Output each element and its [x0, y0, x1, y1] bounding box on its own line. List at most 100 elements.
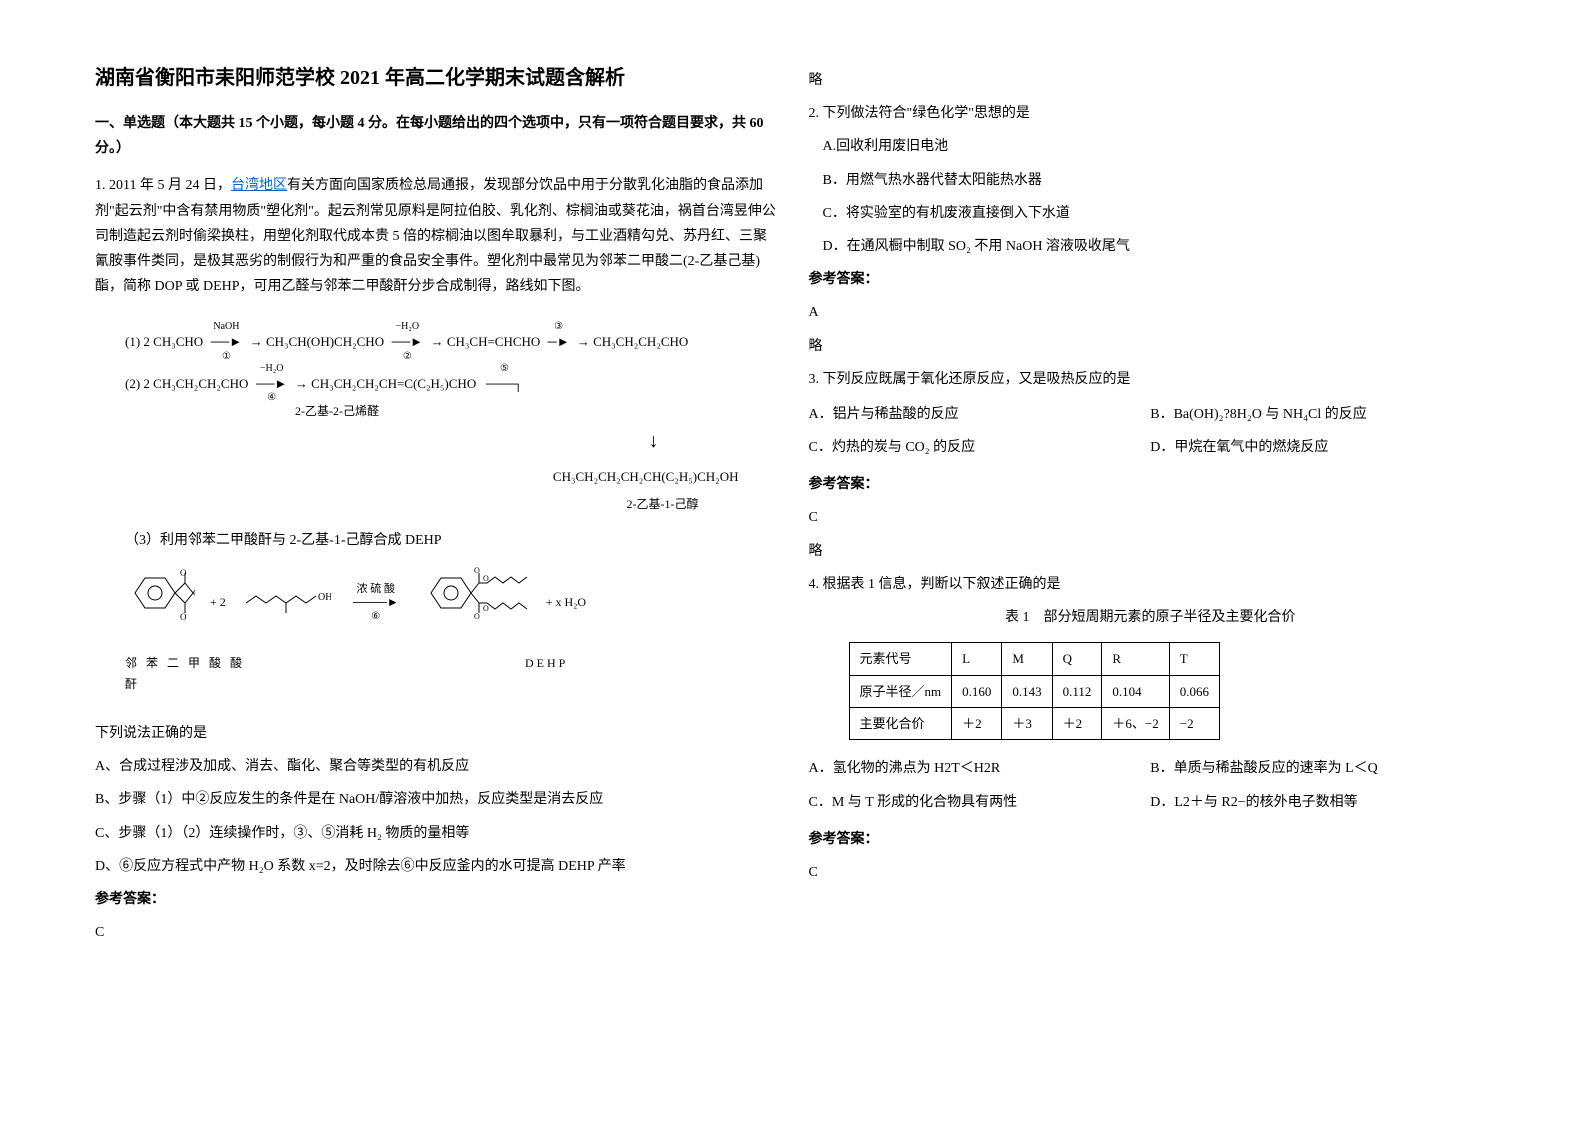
question-3: 3. 下列反应既属于氧化还原反应，又是吸热反应的是 A．铝片与稀盐酸的反应 B．…	[809, 367, 1493, 564]
q4-option-a: A．氢化物的沸点为 H2T＜H2R	[809, 756, 1151, 781]
q1-link[interactable]: 台湾地区	[231, 178, 287, 193]
benzene-anhydride-icon: O O O	[125, 568, 195, 638]
r3-condnum: ⑥	[346, 608, 406, 626]
q2-answer: A	[809, 300, 1493, 325]
q2-note: 略	[809, 334, 1493, 359]
svg-text:O: O	[483, 604, 489, 613]
svg-text:OH: OH	[318, 592, 331, 603]
svg-text:O: O	[474, 566, 480, 575]
r1-c2: −H₂O	[387, 318, 427, 336]
table-cell: 0.160	[952, 675, 1002, 707]
q2-answer-label: 参考答案：	[809, 267, 1493, 292]
table-cell: R	[1102, 643, 1169, 675]
table-cell: Q	[1052, 643, 1102, 675]
q1-answer: C	[95, 920, 779, 945]
reaction-3-structures: O O O + 2 OH 浓 硫 酸 ────► ⑥	[95, 563, 779, 643]
r1-label: (1) 2 CH₃CHO	[125, 334, 203, 349]
question-2: 2. 下列做法符合"绿色化学"思想的是 A.回收利用废旧电池 B．用燃气热水器代…	[809, 101, 1493, 359]
table-cell: 主要化合价	[849, 707, 952, 739]
q2-option-b: B．用燃气热水器代替太阳能热水器	[809, 168, 1493, 193]
left-column: 湖南省衡阳市耒阳师范学校 2021 年高二化学期末试题含解析 一、单选题（本大题…	[80, 60, 794, 1062]
r2-c1b: ④	[252, 389, 292, 407]
alcohol-chain-icon: OH	[241, 588, 331, 618]
r2-label: (2) 2 CH₃CH₂CH₂CHO	[125, 376, 248, 391]
arrow-down-icon: ↓	[95, 423, 779, 459]
r1-p3: → CH₃CH₂CH₂CHO	[577, 334, 688, 349]
q4-option-d: D．L2＋与 R2−的核外电子数相等	[1150, 790, 1492, 815]
r3-cond: 浓 硫 酸	[346, 580, 406, 600]
q2-option-d: D．在通风橱中制取 SO₂ 不用 NaOH 溶液吸收尾气	[809, 234, 1493, 259]
q4-table: 元素代号 L M Q R T 原子半径／nm 0.160 0.143 0.112…	[849, 642, 1221, 740]
section-header: 一、单选题（本大题共 15 个小题，每小题 4 分。在每小题给出的四个选项中，只…	[95, 111, 779, 161]
q3-answer: C	[809, 505, 1493, 530]
svg-text:O: O	[474, 612, 480, 621]
r2-name: 2-乙基-2-己烯醛	[95, 401, 779, 423]
q4-option-b: B．单质与稀盐酸反应的速率为 L＜Q	[1150, 756, 1492, 781]
table-cell: 0.066	[1169, 675, 1219, 707]
q1-note: 略	[809, 68, 1493, 93]
q1-option-d: D、⑥反应方程式中产物 H₂O 系数 x=2，及时除去⑥中反应釜内的水可提高 D…	[95, 854, 779, 879]
r1-p1: → CH₃CH(OH)CH₂CHO	[250, 334, 384, 349]
table-row: 主要化合价 ＋2 ＋3 ＋2 ＋6、−2 −2	[849, 707, 1220, 739]
table-cell: M	[1002, 643, 1052, 675]
question-1: 1. 2011 年 5 月 24 日，台湾地区有关方面向国家质检总局通报，发现部…	[95, 173, 779, 945]
svg-text:O: O	[180, 568, 187, 578]
q4-text: 4. 根据表 1 信息，判断以下叙述正确的是	[809, 572, 1493, 597]
q4-answer-label: 参考答案：	[809, 827, 1493, 852]
r2-p1: → CH₃CH₂CH₂CH=C(C₂H₅)CHO	[295, 376, 476, 391]
svg-text:O: O	[193, 588, 195, 598]
q3-note: 略	[809, 539, 1493, 564]
r3-rightname: DEHP	[525, 653, 568, 696]
r3-result: + x H₂O	[546, 592, 586, 614]
r2-prod: CH₃CH₂CH₂CH₂CH(C₂H₅)CH₂OH	[95, 465, 779, 488]
q1-answer-label: 参考答案：	[95, 887, 779, 912]
r3-plus: + 2	[210, 592, 226, 614]
q3-text: 3. 下列反应既属于氧化还原反应，又是吸热反应的是	[809, 367, 1493, 392]
table-cell: −2	[1169, 707, 1219, 739]
r1-c1: NaOH	[206, 318, 246, 336]
reaction-diagram: (1) 2 CH₃CHO NaOH ──► ① → CH₃CH(OH)CH₂CH…	[95, 314, 779, 706]
reaction-2: (2) 2 CH₃CH₂CH₂CHO −H₂O ──► ④ → CH₃CH₂CH…	[95, 372, 779, 395]
svg-text:O: O	[483, 574, 489, 583]
q4-table-caption: 表 1 部分短周期元素的原子半径及主要化合价	[809, 605, 1493, 630]
r1-c3: ③	[544, 318, 574, 336]
r2-c1: −H₂O	[252, 360, 292, 378]
r3-leftname: 邻 苯 二 甲 酸 酸 酐	[125, 653, 265, 696]
dehp-structure-icon: O O O O	[421, 563, 531, 643]
right-column: 略 2. 下列做法符合"绿色化学"思想的是 A.回收利用废旧电池 B．用燃气热水…	[794, 60, 1508, 1062]
table-cell: 0.104	[1102, 675, 1169, 707]
reaction-3-label: （3）利用邻苯二甲酸酐与 2-乙基-1-己醇合成 DEHP	[95, 528, 779, 553]
table-row: 元素代号 L M Q R T	[849, 643, 1220, 675]
r2-prodname: 2-乙基-1-己醇	[95, 494, 779, 516]
q2-option-c: C．将实验室的有机废液直接倒入下水道	[809, 201, 1493, 226]
question-4: 4. 根据表 1 信息，判断以下叙述正确的是 表 1 部分短周期元素的原子半径及…	[809, 572, 1493, 885]
svg-text:O: O	[180, 612, 187, 622]
q1-text: 1. 2011 年 5 月 24 日，台湾地区有关方面向国家质检总局通报，发现部…	[95, 173, 779, 299]
q4-options: A．氢化物的沸点为 H2T＜H2R B．单质与稀盐酸反应的速率为 L＜Q C．M…	[809, 752, 1493, 818]
q4-answer: C	[809, 860, 1493, 885]
table-cell: 0.143	[1002, 675, 1052, 707]
r1-c2b: ②	[387, 348, 427, 366]
r1-c1b: ①	[206, 348, 246, 366]
q4-option-c: C．M 与 T 形成的化合物具有两性	[809, 790, 1151, 815]
q1-option-c: C、步骤（1）（2）连续操作时，③、⑤消耗 H₂ 物质的量相等	[95, 821, 779, 846]
q3-options: A．铝片与稀盐酸的反应 B．Ba(OH)₂?8H₂O 与 NH₄Cl 的反应 C…	[809, 398, 1493, 464]
q1-body: 有关方面向国家质检总局通报，发现部分饮品中用于分散乳化油脂的食品添加剂"起云剂"…	[95, 178, 776, 294]
q1-prompt: 下列说法正确的是	[95, 721, 779, 746]
q3-option-d: D．甲烷在氧气中的燃烧反应	[1150, 435, 1492, 460]
q3-option-a: A．铝片与稀盐酸的反应	[809, 402, 1151, 427]
table-row: 原子半径／nm 0.160 0.143 0.112 0.104 0.066	[849, 675, 1220, 707]
q3-option-c: C．灼热的炭与 CO₂ 的反应	[809, 435, 1151, 460]
q1-option-b: B、步骤（1）中②反应发生的条件是在 NaOH/醇溶液中加热，反应类型是消去反应	[95, 787, 779, 812]
table-cell: ＋2	[1052, 707, 1102, 739]
table-cell: 0.112	[1052, 675, 1102, 707]
page-title: 湖南省衡阳市耒阳师范学校 2021 年高二化学期末试题含解析	[95, 60, 779, 96]
q2-option-a: A.回收利用废旧电池	[809, 134, 1493, 159]
q1-prefix: 1. 2011 年 5 月 24 日，	[95, 178, 231, 193]
table-cell: 元素代号	[849, 643, 952, 675]
q1-option-a: A、合成过程涉及加成、消去、酯化、聚合等类型的有机反应	[95, 754, 779, 779]
r2-c2: ⑤	[479, 360, 529, 378]
q3-answer-label: 参考答案：	[809, 472, 1493, 497]
table-cell: ＋3	[1002, 707, 1052, 739]
q2-text: 2. 下列做法符合"绿色化学"思想的是	[809, 101, 1493, 126]
